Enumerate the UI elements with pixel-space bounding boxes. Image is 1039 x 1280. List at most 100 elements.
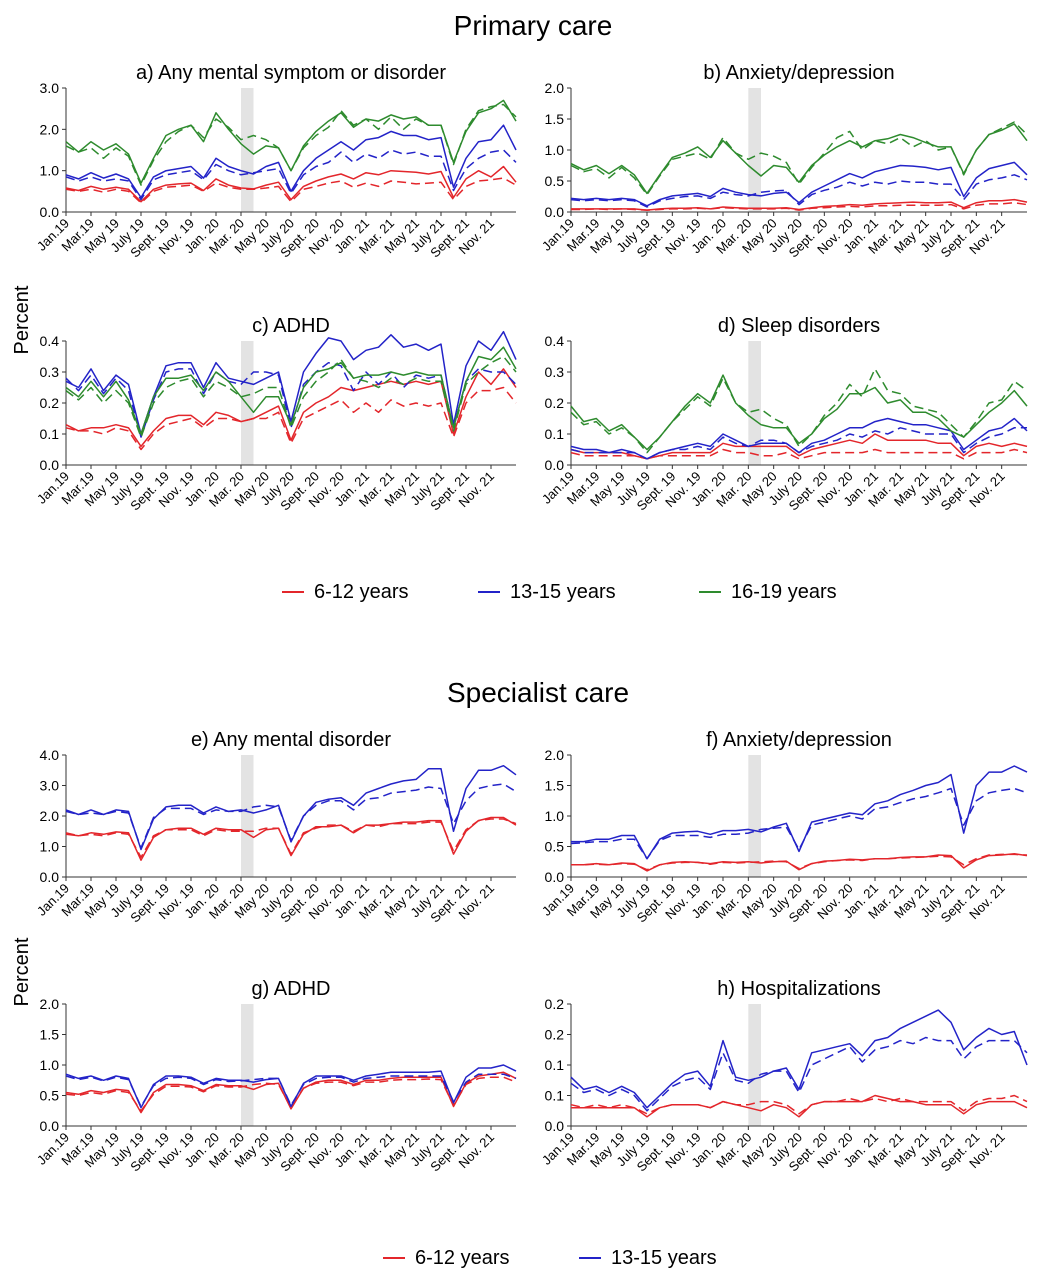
y-tick-label: 1.0	[545, 142, 565, 158]
panel-title: f) Anxiety/depression	[706, 729, 892, 751]
series-line-solid	[65, 764, 517, 851]
series-line-solid	[65, 1064, 517, 1109]
series-line-solid	[65, 124, 517, 199]
shaded-period	[748, 341, 761, 465]
series-line-dashed	[571, 201, 1028, 211]
y-tick-label: 1.5	[40, 1027, 60, 1043]
y-tick-label: 0.0	[40, 457, 60, 473]
series-line-dashed	[65, 355, 517, 438]
y-tick-label: 0.0	[545, 204, 565, 220]
specialist-ylabel: Percent	[11, 937, 33, 1006]
legend-label: 6-12 years	[415, 1247, 510, 1269]
y-tick-label: 0.0	[40, 869, 60, 885]
y-tick-label: 0.2	[545, 996, 565, 1012]
series-line-solid	[570, 1009, 1028, 1109]
y-tick-label: 0.4	[40, 333, 60, 349]
y-tick-label: 1.0	[40, 1057, 60, 1073]
panel-title: h) Hospitalizations	[717, 978, 880, 1000]
y-tick-label: 0.0	[545, 1118, 565, 1134]
y-tick-label: 0.0	[545, 869, 565, 885]
y-tick-label: 1.0	[40, 839, 60, 855]
series-line-solid	[570, 161, 1028, 207]
series-line-solid	[570, 374, 1028, 451]
panel-title: d) Sleep disorders	[718, 315, 880, 337]
y-tick-label: 0.2	[40, 395, 60, 411]
y-tick-label: 0.1	[40, 426, 60, 442]
legend-label: 16-19 years	[731, 581, 837, 603]
series-line-dashed	[65, 149, 517, 201]
y-tick-label: 0.0	[40, 204, 60, 220]
series-line-dashed	[570, 121, 1028, 196]
series-line-dashed	[65, 818, 517, 858]
y-tick-label: 0.1	[545, 426, 565, 442]
panel-title: a) Any mental symptom or disorder	[136, 62, 446, 84]
shaded-period	[748, 755, 761, 877]
y-tick-label: 2.0	[40, 808, 60, 824]
panel-title: e) Any mental disorder	[191, 729, 391, 751]
y-tick-label: 3.0	[40, 778, 60, 794]
legend-label: 6-12 years	[314, 581, 409, 603]
legend-item: 16-19 years	[699, 581, 837, 603]
y-tick-label: 0.5	[545, 173, 565, 189]
shaded-period	[748, 1004, 761, 1126]
legend-item: 13-15 years	[579, 1247, 717, 1269]
y-tick-label: 3.0	[40, 80, 60, 96]
y-tick-label: 0.1	[545, 1057, 565, 1073]
shaded-period	[241, 88, 254, 212]
y-tick-label: 1.5	[545, 111, 565, 127]
y-tick-label: 2.0	[40, 121, 60, 137]
legend-item: 13-15 years	[478, 581, 616, 603]
y-tick-label: 1.0	[40, 163, 60, 179]
y-tick-label: 0.0	[545, 457, 565, 473]
shaded-period	[241, 755, 254, 877]
series-line-dashed	[65, 1073, 517, 1108]
shaded-period	[241, 1004, 254, 1126]
y-tick-label: 0.5	[545, 839, 565, 855]
specialist-care-title: Specialist care	[447, 677, 629, 708]
y-tick-label: 0.3	[40, 364, 60, 380]
y-tick-label: 0.4	[545, 333, 565, 349]
y-tick-label: 1.0	[545, 808, 565, 824]
y-tick-label: 4.0	[40, 747, 60, 763]
series-line-dashed	[570, 787, 1028, 860]
series-line-solid	[571, 1094, 1028, 1118]
legend-item: 6-12 years	[383, 1247, 510, 1269]
legend-primary: 6-12 years 13-15 years 16-19 years	[282, 581, 837, 603]
series-line-solid	[65, 346, 517, 435]
series-line-solid	[571, 853, 1028, 872]
y-tick-label: 2.0	[40, 996, 60, 1012]
series-line-dashed	[570, 368, 1028, 454]
y-tick-label: 0.1	[545, 1088, 565, 1104]
series-line-dashed	[65, 386, 517, 451]
panel-title: b) Anxiety/depression	[703, 62, 894, 84]
primary-care-title: Primary care	[454, 10, 613, 41]
series-line-dashed	[65, 361, 517, 438]
series-line-dashed	[65, 1076, 517, 1112]
series-line-dashed	[571, 853, 1028, 871]
series-line-dashed	[570, 1036, 1028, 1112]
panel-title: g) ADHD	[252, 978, 331, 1000]
y-tick-label: 0.0	[40, 1118, 60, 1134]
legend-label: 13-15 years	[611, 1247, 717, 1269]
panel-title: c) ADHD	[252, 315, 330, 337]
y-tick-label: 2.0	[545, 80, 565, 96]
series-line-dashed	[570, 1094, 1028, 1115]
legend-label: 13-15 years	[510, 581, 616, 603]
series-line-dashed	[570, 174, 1028, 208]
y-tick-label: 0.2	[545, 1027, 565, 1043]
primary-ylabel: Percent	[11, 285, 33, 354]
series-line-dashed	[65, 103, 517, 186]
legend-specialist: 6-12 years 13-15 years	[383, 1247, 717, 1269]
series-line-dashed	[65, 783, 517, 849]
series-line-dashed	[570, 427, 1027, 460]
